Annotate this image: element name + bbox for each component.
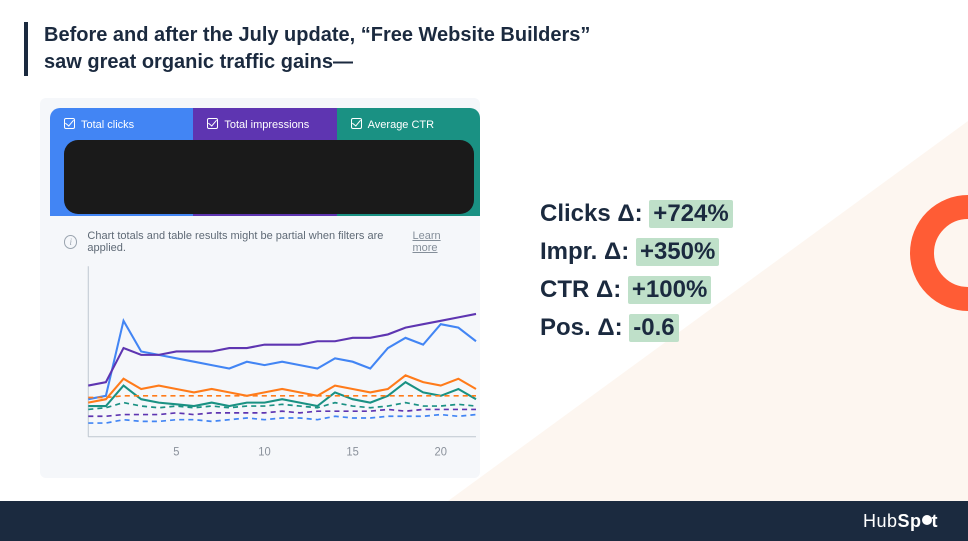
svg-text:5: 5	[173, 447, 179, 459]
info-text: Chart totals and table results might be …	[87, 230, 408, 254]
slide-title: Before and after the July update, “Free …	[24, 22, 590, 76]
stat-label: Impr. Δ:	[540, 238, 636, 265]
svg-text:15: 15	[346, 447, 358, 459]
checkbox-icon	[64, 118, 75, 129]
title-line-1: Before and after the July update, “Free …	[44, 24, 590, 46]
info-icon: i	[64, 235, 77, 249]
stat-row: Pos. Δ: -0.6	[540, 314, 733, 342]
tab-label: Average CTR	[368, 119, 434, 131]
redaction-overlay	[64, 140, 474, 214]
stat-value: +350%	[636, 238, 719, 266]
metric-tabs: Total clicks Total impressions Average CTR	[50, 108, 480, 216]
stat-label: Clicks Δ:	[540, 200, 649, 227]
stat-value: +100%	[628, 276, 711, 304]
sprocket-icon	[922, 515, 932, 525]
footer-bar: HubSpt	[0, 501, 968, 541]
learn-more-link[interactable]: Learn more	[412, 230, 466, 254]
info-row: i Chart totals and table results might b…	[50, 216, 480, 262]
stat-row: CTR Δ: +100%	[540, 276, 733, 304]
svg-text:20: 20	[435, 447, 447, 459]
svg-text:10: 10	[258, 447, 270, 459]
stat-row: Impr. Δ: +350%	[540, 238, 733, 266]
tab-label: Total impressions	[224, 119, 309, 131]
hubspot-logo: HubSpt	[863, 511, 938, 532]
stat-label: Pos. Δ:	[540, 314, 629, 341]
checkbox-icon	[351, 118, 362, 129]
stat-row: Clicks Δ: +724%	[540, 200, 733, 228]
title-line-2: saw great organic traffic gains—	[44, 51, 353, 73]
tab-label: Total clicks	[81, 119, 134, 131]
stat-value: -0.6	[629, 314, 678, 342]
checkbox-icon	[207, 118, 218, 129]
performance-chart: 5 10 15 20	[50, 262, 480, 462]
search-console-card: Total clicks Total impressions Average CTR…	[40, 98, 480, 478]
stat-label: CTR Δ:	[540, 276, 628, 303]
stat-value: +724%	[649, 200, 732, 228]
delta-stats: Clicks Δ: +724% Impr. Δ: +350% CTR Δ: +100…	[540, 200, 733, 352]
